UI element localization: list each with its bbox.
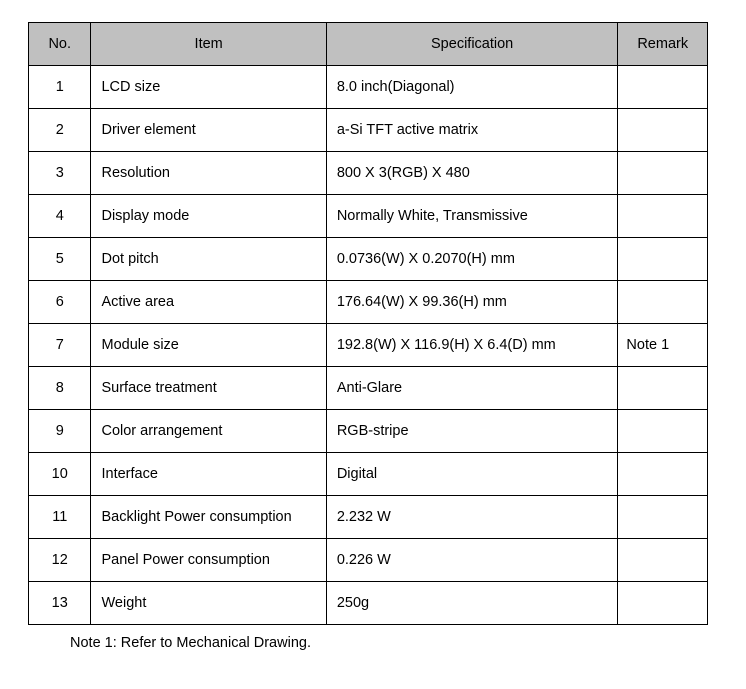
cell-spec: Anti-Glare <box>326 367 618 410</box>
cell-spec: 176.64(W) X 99.36(H) mm <box>326 281 618 324</box>
cell-remark <box>618 281 708 324</box>
table-row: 10InterfaceDigital <box>29 453 708 496</box>
cell-spec: 2.232 W <box>326 496 618 539</box>
col-header-no: No. <box>29 23 91 66</box>
table-row: 8Surface treatmentAnti-Glare <box>29 367 708 410</box>
col-header-item: Item <box>91 23 326 66</box>
cell-remark <box>618 410 708 453</box>
table-row: 2Driver elementa-Si TFT active matrix <box>29 109 708 152</box>
cell-spec: 250g <box>326 582 618 625</box>
cell-no: 4 <box>29 195 91 238</box>
cell-item: Color arrangement <box>91 410 326 453</box>
cell-remark <box>618 496 708 539</box>
cell-no: 13 <box>29 582 91 625</box>
cell-no: 2 <box>29 109 91 152</box>
cell-item: Resolution <box>91 152 326 195</box>
cell-item: Active area <box>91 281 326 324</box>
cell-item: Backlight Power consumption <box>91 496 326 539</box>
cell-remark <box>618 195 708 238</box>
spec-table: No. Item Specification Remark 1LCD size8… <box>28 22 708 625</box>
cell-spec: 800 X 3(RGB) X 480 <box>326 152 618 195</box>
cell-remark <box>618 238 708 281</box>
cell-remark: Note 1 <box>618 324 708 367</box>
table-row: 6Active area176.64(W) X 99.36(H) mm <box>29 281 708 324</box>
table-row: 7Module size192.8(W) X 116.9(H) X 6.4(D)… <box>29 324 708 367</box>
cell-no: 10 <box>29 453 91 496</box>
cell-no: 6 <box>29 281 91 324</box>
cell-spec: 192.8(W) X 116.9(H) X 6.4(D) mm <box>326 324 618 367</box>
col-header-spec: Specification <box>326 23 618 66</box>
cell-spec: 8.0 inch(Diagonal) <box>326 66 618 109</box>
cell-item: Weight <box>91 582 326 625</box>
cell-item: Surface treatment <box>91 367 326 410</box>
cell-spec: 0.0736(W) X 0.2070(H) mm <box>326 238 618 281</box>
cell-item: Interface <box>91 453 326 496</box>
table-row: 1LCD size8.0 inch(Diagonal) <box>29 66 708 109</box>
cell-item: Display mode <box>91 195 326 238</box>
cell-no: 3 <box>29 152 91 195</box>
cell-spec: a-Si TFT active matrix <box>326 109 618 152</box>
cell-spec: Normally White, Transmissive <box>326 195 618 238</box>
cell-remark <box>618 152 708 195</box>
footnote-text: Note 1: Refer to Mechanical Drawing. <box>28 635 718 651</box>
cell-item: Module size <box>91 324 326 367</box>
table-row: 4Display modeNormally White, Transmissiv… <box>29 195 708 238</box>
cell-remark <box>618 66 708 109</box>
table-row: 3Resolution800 X 3(RGB) X 480 <box>29 152 708 195</box>
cell-spec: RGB-stripe <box>326 410 618 453</box>
cell-spec: Digital <box>326 453 618 496</box>
cell-no: 9 <box>29 410 91 453</box>
table-row: 11Backlight Power consumption2.232 W <box>29 496 708 539</box>
cell-spec: 0.226 W <box>326 539 618 582</box>
cell-remark <box>618 453 708 496</box>
cell-remark <box>618 109 708 152</box>
cell-item: Panel Power consumption <box>91 539 326 582</box>
cell-item: Dot pitch <box>91 238 326 281</box>
cell-item: LCD size <box>91 66 326 109</box>
table-body: 1LCD size8.0 inch(Diagonal)2Driver eleme… <box>29 66 708 625</box>
cell-no: 8 <box>29 367 91 410</box>
cell-remark <box>618 582 708 625</box>
table-row: 12Panel Power consumption0.226 W <box>29 539 708 582</box>
cell-no: 12 <box>29 539 91 582</box>
table-row: 5Dot pitch0.0736(W) X 0.2070(H) mm <box>29 238 708 281</box>
cell-remark <box>618 367 708 410</box>
cell-no: 7 <box>29 324 91 367</box>
cell-item: Driver element <box>91 109 326 152</box>
cell-no: 1 <box>29 66 91 109</box>
cell-remark <box>618 539 708 582</box>
cell-no: 11 <box>29 496 91 539</box>
table-row: 9Color arrangementRGB-stripe <box>29 410 708 453</box>
table-header-row: No. Item Specification Remark <box>29 23 708 66</box>
table-row: 13Weight250g <box>29 582 708 625</box>
cell-no: 5 <box>29 238 91 281</box>
col-header-remark: Remark <box>618 23 708 66</box>
